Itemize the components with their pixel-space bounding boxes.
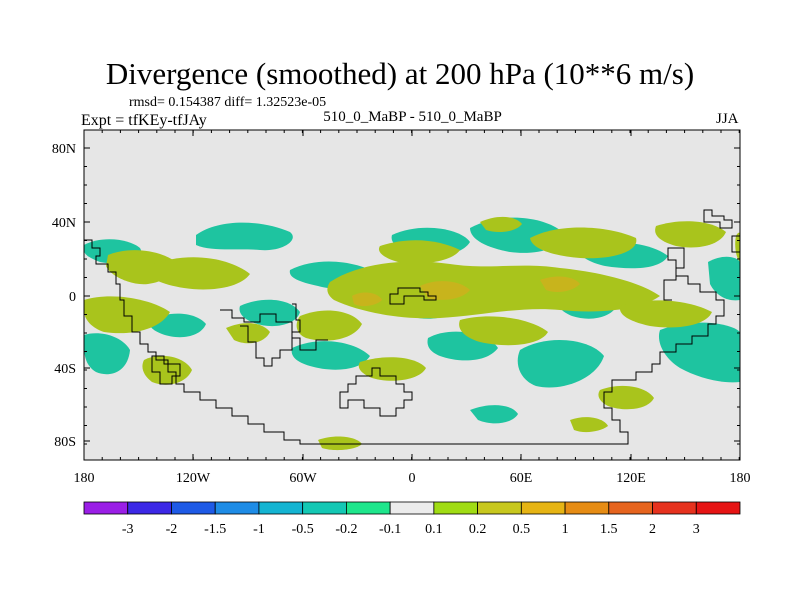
- colorbar-swatch: [83, 501, 129, 515]
- coastline-northeast: [703, 209, 733, 229]
- plot-title: Divergence (smoothed) at 200 hPa (10**6 …: [105, 56, 695, 91]
- colorbar-label: -0.2: [335, 522, 357, 537]
- negative-divergence-areas: [84, 217, 740, 424]
- latitude-axis: 80N 40N 0 40S 80S: [52, 142, 740, 450]
- lon-label: 0: [409, 471, 416, 486]
- colorbar-label: 3: [693, 522, 700, 537]
- colorbar-label: 0.5: [513, 522, 531, 537]
- coastline-americas: [84, 239, 725, 445]
- lon-label: 180: [730, 471, 751, 486]
- colorbar-label: 0.1: [425, 522, 443, 537]
- divergence-field: [84, 216, 740, 451]
- coastlines: [84, 209, 740, 445]
- lon-label: 120E: [616, 471, 646, 486]
- longitude-axis: 180 120W 60W 0 60E 120E 180: [74, 130, 751, 486]
- coastline-central: [220, 309, 328, 351]
- colorbar-swatch: [171, 501, 216, 515]
- colorbar-swatch: [608, 501, 653, 515]
- coastline-west-islands: [151, 355, 181, 385]
- colorbar-label: -1: [253, 522, 265, 537]
- colorbar-swatch: [695, 501, 741, 515]
- colorbar-label: 1.5: [600, 522, 618, 537]
- colorbar-swatch: [652, 501, 697, 515]
- coastline-antarctic-island: [339, 367, 413, 417]
- coastline-south-america: [240, 303, 301, 367]
- colorbar-swatch: [345, 501, 391, 515]
- colorbar-label: -0.5: [292, 522, 314, 537]
- lat-label: 0: [69, 290, 76, 305]
- colorbar-swatch: [564, 501, 610, 515]
- colorbar: -3 -2 -1.5 -1 -0.5 -0.2 -0.1 0.1 0.2 0.5 1 1.5 2 3: [83, 501, 741, 537]
- lon-label: 180: [74, 471, 95, 486]
- strong-positive-divergence-areas: [352, 276, 580, 307]
- colorbar-label: -0.1: [379, 522, 401, 537]
- lat-label: 40N: [52, 216, 76, 231]
- colorbar-label: 2: [649, 522, 656, 537]
- positive-divergence-areas: [84, 216, 740, 451]
- coastline-east-edge: [731, 235, 740, 253]
- colorbar-swatch: [520, 501, 566, 515]
- colorbar-swatch: [258, 501, 304, 515]
- coastline-africa: [389, 287, 437, 305]
- case-label: 510_0_MaBP - 510_0_MaBP: [323, 109, 502, 125]
- season-label: JJA: [716, 111, 739, 127]
- lat-label: 80S: [54, 435, 76, 450]
- colorbar-label: 1: [562, 522, 569, 537]
- lon-label: 60E: [510, 471, 533, 486]
- stats-text: rmsd= 0.154387 diff= 1.32523e-05: [129, 95, 327, 110]
- colorbar-label: -3: [122, 522, 134, 537]
- lat-label: 80N: [52, 142, 76, 157]
- colorbar-label: -1.5: [204, 522, 226, 537]
- lat-label: 40S: [54, 362, 76, 377]
- colorbar-label: -2: [166, 522, 178, 537]
- colorbar-swatch: [214, 501, 260, 515]
- lon-label: 120W: [176, 471, 211, 486]
- colorbar-label: 0.2: [469, 522, 487, 537]
- colorbar-swatch: [127, 501, 172, 515]
- experiment-label: Expt = tfKEy-tfJAy: [81, 112, 207, 129]
- colorbar-swatch: [389, 501, 435, 515]
- colorbar-swatch: [433, 501, 479, 515]
- colorbar-swatch: [302, 501, 347, 515]
- lon-label: 60W: [289, 471, 317, 486]
- colorbar-swatch: [477, 501, 522, 515]
